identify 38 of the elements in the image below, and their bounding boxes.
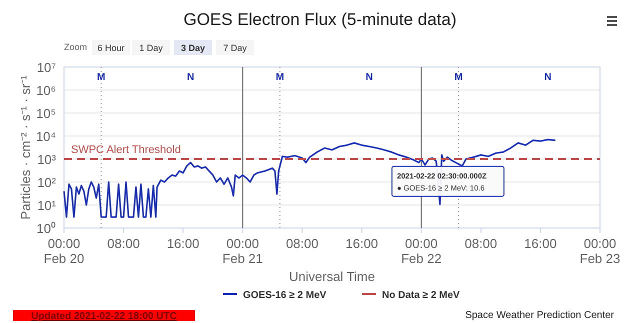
x-tick-label: 16:00 <box>524 236 557 251</box>
text: 6 Hour <box>97 43 125 53</box>
x-tick-label: 08:00 <box>286 236 318 251</box>
y-axis-title: Particles · cm⁻² · s⁻¹ · sr⁻¹ <box>18 74 33 220</box>
text: 3 Day <box>180 43 206 53</box>
text: 7 Day <box>223 43 248 53</box>
y-tick-label: 10³ <box>37 152 57 167</box>
ref-line-label: M <box>454 72 463 83</box>
x-axis-title: Universal Time <box>289 269 375 284</box>
x-tick-label: 00:00 Feb 21 <box>222 236 263 266</box>
legend-label: No Data ≥ 2 MeV <box>382 290 460 301</box>
y-tick-label: 10² <box>37 175 57 190</box>
ref-line-label: M <box>276 72 284 83</box>
x-tick-label: 16:00 <box>166 236 200 251</box>
x-tick-label: 08:00 <box>464 236 498 251</box>
annotation: N <box>186 72 194 83</box>
annotation: N <box>366 72 373 83</box>
x-tick-label: 00:00 Feb 22 <box>401 236 442 266</box>
y-tick-label: 10⁴ <box>36 129 56 144</box>
chart-title: GOES Electron Flux (5-minute data) <box>183 10 457 29</box>
x-tick-label: 16:00 <box>346 236 378 251</box>
x-tick-label: 00:00 Feb 20 <box>44 236 84 266</box>
ref-line-label: SWPC Alert Threshold <box>71 144 181 156</box>
text: Space Weather Prediction Center <box>465 310 615 321</box>
legend-label: GOES-16 ≥ 2 MeV <box>243 290 327 301</box>
annotation: N <box>544 72 552 83</box>
y-tick-label: 10⁵ <box>36 106 56 121</box>
ref-line-label: M <box>97 72 106 83</box>
text: Zoom <box>64 42 88 52</box>
y-tick-label: 10¹ <box>37 198 57 213</box>
y-tick-label: 10⁶ <box>36 83 56 98</box>
x-tick-label: 00:00 Feb 23 <box>580 236 620 266</box>
y-tick-label: 10⁷ <box>36 60 56 75</box>
y-tick-label: 10⁰ <box>36 221 56 236</box>
line-series <box>63 138 556 218</box>
text: Updated 2021-02-22 18:00 UTC <box>31 311 177 322</box>
x-tick-label: 08:00 <box>107 236 140 251</box>
text: 1 Day <box>139 43 164 53</box>
